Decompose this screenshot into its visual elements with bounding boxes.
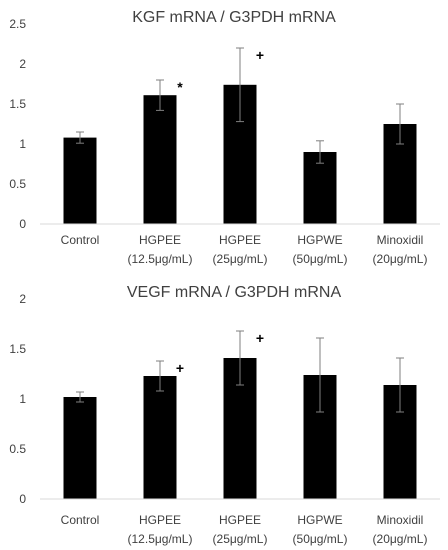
y-tick-label: 0.5 (9, 442, 26, 456)
y-tick-label: 1 (19, 137, 26, 151)
category-label: (12.5μg/mL) (128, 252, 193, 266)
category-label: HGPEE (139, 233, 181, 247)
error-bar (76, 391, 84, 403)
chart-title: VEGF mRNA / G3PDH mRNA (127, 284, 342, 301)
category-labels: Control HGPEE (12.5μg/mL) HGPEE (25μg/mL) HGP… (61, 233, 428, 266)
error-bar (236, 330, 244, 386)
y-tick-label: 2.5 (9, 17, 26, 31)
category-label: HGPWE (297, 513, 342, 527)
error-bars (76, 330, 404, 413)
category-label: (20μg/mL) (373, 532, 428, 546)
y-tick-label: 2 (19, 292, 26, 306)
category-label: (25μg/mL) (213, 532, 268, 546)
error-bar (76, 131, 84, 144)
y-tick-label: 0 (19, 492, 26, 506)
error-bar (396, 357, 404, 413)
category-label: Minoxidil (377, 513, 424, 527)
category-labels: Control HGPEE (12.5μg/mL) HGPEE (25μg/mL) HGP… (61, 513, 428, 546)
error-bar (156, 79, 164, 111)
kgf-chart: KGF mRNA / G3PDH mRNA 00.511.522.5 *+ Co… (9, 9, 440, 266)
y-tick-label: 0.5 (9, 177, 26, 191)
category-label: HGPWE (297, 233, 342, 247)
significance-mark: * (177, 79, 183, 95)
y-tick-label: 2 (19, 57, 26, 71)
category-label: HGPEE (139, 513, 181, 527)
vegf-chart: VEGF mRNA / G3PDH mRNA 00.511.52 ++ Cont… (9, 284, 440, 546)
category-label: Minoxidil (377, 233, 424, 247)
significance-mark: + (256, 47, 264, 63)
significance-marks: *+ (177, 47, 264, 95)
significance-mark: + (176, 360, 184, 376)
error-bar (316, 337, 324, 413)
y-tick-labels: 0 0.5 1 1.5 2 (9, 292, 26, 506)
bar (63, 397, 97, 499)
category-label: (25μg/mL) (213, 252, 268, 266)
bar (143, 95, 177, 224)
error-bar (156, 360, 164, 392)
bars (63, 84, 417, 224)
error-bar (396, 103, 404, 145)
error-bar (316, 140, 324, 164)
y-tick-label: 1.5 (9, 97, 26, 111)
chart-title: KGF mRNA / G3PDH mRNA (132, 9, 336, 26)
y-tick-label: 1 (19, 392, 26, 406)
category-label: HGPEE (219, 513, 261, 527)
category-label: Control (61, 513, 100, 527)
significance-mark: + (256, 330, 264, 346)
error-bar (236, 47, 244, 123)
significance-marks: ++ (176, 330, 264, 376)
category-label: HGPEE (219, 233, 261, 247)
y-tick-label: 1.5 (9, 342, 26, 356)
error-bars (76, 47, 404, 164)
category-label: (20μg/mL) (373, 252, 428, 266)
y-tick-label: 0 (19, 217, 26, 231)
category-label: Control (61, 233, 100, 247)
category-label: (50μg/mL) (293, 532, 348, 546)
category-label: (12.5μg/mL) (128, 532, 193, 546)
bar (303, 152, 337, 224)
bar (143, 376, 177, 499)
category-label: (50μg/mL) (293, 252, 348, 266)
bar (63, 137, 97, 224)
y-tick-labels: 0 0.5 1 1.5 2 2.5 (9, 17, 26, 231)
